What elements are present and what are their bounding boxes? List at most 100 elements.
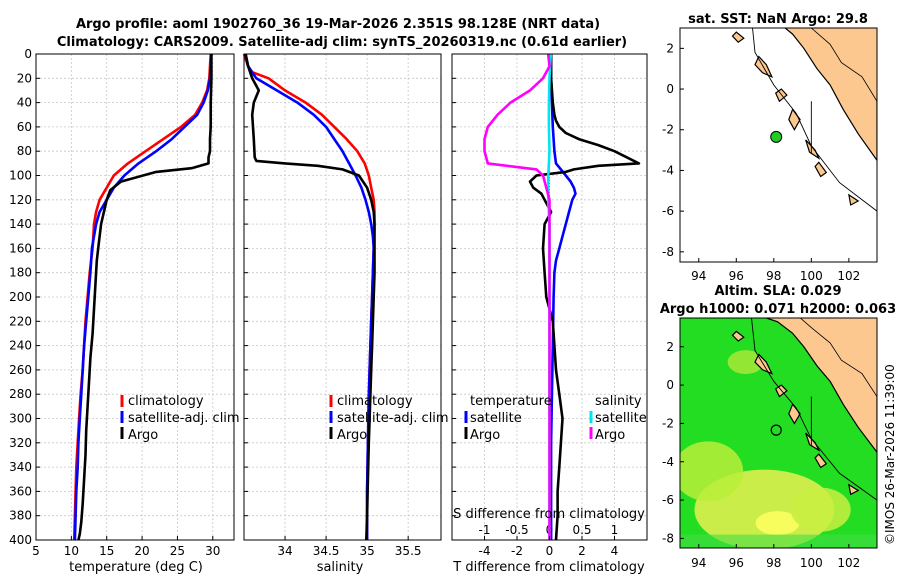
map-y-tick-label: -4: [662, 455, 674, 469]
map-x-tick-label: 96: [729, 556, 744, 570]
sla-map-title-line2: Argo h1000: 0.071 h2000: 0.063: [660, 302, 896, 317]
depth-contour: [752, 28, 877, 212]
series-line-satellite-adj-clim: [244, 53, 376, 540]
map-y-tick-label: -4: [662, 163, 674, 177]
y-tick-label: 180: [9, 266, 32, 280]
y-tick-label: 60: [17, 120, 32, 134]
map-content: [680, 28, 877, 262]
top-x-tick-label: 0.5: [572, 523, 591, 537]
x-tick-label: 35: [359, 544, 374, 558]
legend-argo-label: Argo: [128, 428, 158, 443]
island: [814, 453, 828, 469]
map-frame: [679, 27, 878, 263]
legend-satellite-label: satellite-adj. clim: [337, 411, 449, 426]
map-y-tick-label: 2: [666, 340, 674, 354]
map-content: [680, 318, 877, 548]
depth-contour: [751, 318, 877, 501]
legend-satellite-label: satellite-adj. clim: [128, 411, 240, 426]
difference-panel: -1 -0.5 0 0.5 1-4 -2 0 2 4: [451, 53, 648, 558]
x-tick-label: 2: [578, 544, 586, 558]
y-tick-label: 0: [24, 47, 32, 61]
argo-position-marker: [770, 130, 783, 143]
map-y-tick-label: -2: [662, 416, 674, 430]
sla-band: [680, 534, 877, 548]
difference-xlabel: T difference from climatology: [452, 560, 645, 575]
salinity-xlabel: salinity: [317, 560, 364, 575]
map-x-tick-label: 96: [729, 269, 744, 283]
x-tick-label: 5: [32, 544, 40, 558]
temperature-panel: 5 10 15 20 25 3002040608010012014016018020022…: [9, 47, 235, 558]
y-tick-label: 340: [9, 460, 32, 474]
map-y-tick-label: -6: [662, 204, 674, 218]
map-x-tick-label: 94: [691, 556, 706, 570]
map-x-tick-label: 100: [800, 556, 823, 570]
y-tick-label: 40: [17, 96, 32, 110]
y-tick-label: 160: [9, 241, 32, 255]
legend-temperature-title: temperature: [470, 394, 552, 409]
imos-credit: ©IMOS 26-Mar-2026 11:39:00: [883, 364, 897, 545]
x-tick-label: -2: [511, 544, 523, 558]
series-line-t-argo: [528, 54, 641, 541]
y-tick-label: 400: [9, 533, 32, 547]
map-x-tick-label: 98: [766, 556, 781, 570]
map-y-tick-label: 0: [666, 82, 674, 96]
x-tick-label: 35.5: [395, 544, 422, 558]
y-tick-label: 260: [9, 363, 32, 377]
island: [848, 483, 860, 496]
x-tick-label: -4: [479, 544, 491, 558]
series-line-argo: [77, 54, 213, 541]
sla-anomaly-patch: [790, 487, 851, 532]
legend-t-argo-label: Argo: [470, 428, 500, 443]
legend-s-satellite-label: satellite: [595, 411, 647, 426]
x-tick-label: 20: [134, 544, 149, 558]
map-y-tick-label: -8: [662, 531, 674, 545]
top-x-tick-label: -0.5: [505, 523, 528, 537]
y-tick-label: 380: [9, 509, 32, 523]
legend-climatology-label: climatology: [128, 394, 204, 409]
y-tick-label: 80: [17, 144, 32, 158]
y-tick-label: 360: [9, 484, 32, 498]
temperature-xlabel: temperature (deg C): [69, 560, 203, 575]
island: [731, 330, 745, 342]
legend-climatology-label: climatology: [337, 394, 413, 409]
map-frame: [679, 317, 878, 549]
x-tick-label: 4: [611, 544, 619, 558]
top-x-tick-label: -1: [479, 523, 491, 537]
y-tick-label: 300: [9, 412, 32, 426]
x-tick-label: 34: [277, 544, 292, 558]
salinity-legend: climatology satellite-adj. clim Argo: [329, 394, 449, 443]
difference-legend: temperature salinity satellite Argo sate…: [464, 394, 647, 443]
x-tick-label: 30: [205, 544, 220, 558]
sla-anomaly-patch: [727, 350, 764, 375]
map-x-tick-label: 102: [837, 556, 860, 570]
legend-argo-label: Argo: [337, 428, 367, 443]
sla-map-panel: 94 96 98 100 102 2 0 -2 -4 -6 -8: [662, 317, 878, 570]
island: [731, 31, 745, 43]
y-tick-label: 20: [17, 71, 32, 85]
map-x-tick-label: 102: [837, 269, 860, 283]
top-x-tick-label: 1: [611, 523, 619, 537]
series-line-satellite-adj-clim: [73, 53, 213, 541]
island: [814, 161, 828, 178]
figure-title-line2: Climatology: CARS2009. Satellite-adj cli…: [57, 35, 627, 50]
sla-anomaly-patch: [755, 511, 800, 536]
legend-s-argo-label: Argo: [595, 428, 625, 443]
sla-map-title-line1: Altim. SLA: 0.029: [715, 284, 842, 299]
peninsula-landmass: [810, 28, 877, 103]
sst-map-panel: 94 96 98 100 102 2 0 -2 -4 -6 -8: [662, 27, 878, 283]
map-y-tick-label: -2: [662, 123, 674, 137]
difference-top-axis-label: S difference from climatology: [453, 507, 645, 522]
sla-anomaly-patch: [680, 441, 744, 502]
y-tick-label: 140: [9, 217, 32, 231]
y-tick-label: 200: [9, 290, 32, 304]
legend-salinity-title: salinity: [595, 394, 642, 409]
y-tick-label: 240: [9, 339, 32, 353]
argo-position-marker: [770, 424, 782, 436]
sst-map-title: sat. SST: NaN Argo: 29.8: [688, 12, 868, 27]
y-tick-label: 120: [9, 193, 32, 207]
x-tick-label: 34.5: [313, 544, 340, 558]
series-line-s-argo: [483, 53, 551, 540]
x-tick-label: 10: [64, 544, 79, 558]
peninsula-landmass: [799, 318, 877, 398]
map-x-tick-label: 100: [800, 269, 823, 283]
